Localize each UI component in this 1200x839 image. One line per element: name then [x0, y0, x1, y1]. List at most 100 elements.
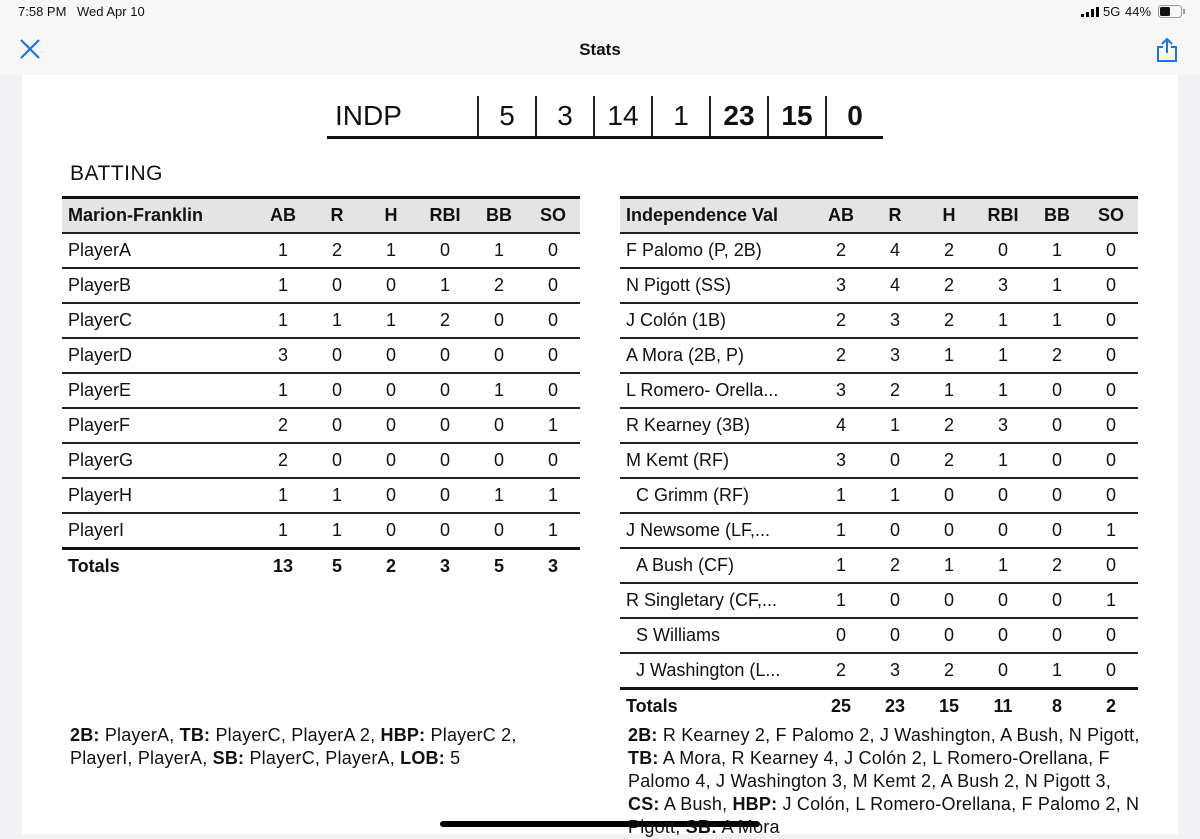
stat-cell: 3	[814, 443, 868, 479]
player-row: R Singletary (CF,... 1 0 0 0 0 1	[620, 583, 1138, 619]
player-row: L Romero- Orella... 3 2 1 1 0 0	[620, 373, 1138, 409]
stat-cell: 0	[1084, 653, 1138, 690]
stat-cell: 2	[814, 233, 868, 269]
stat-cell: 1	[1030, 233, 1084, 269]
player-row: PlayerA 1 2 1 0 1 0	[62, 233, 580, 269]
player-row: F Palomo (P, 2B) 2 4 2 0 1 0	[620, 233, 1138, 269]
stat-cell: 0	[310, 408, 364, 444]
stat-cell: 0	[526, 233, 580, 269]
header-row: Independence Val AB R H RBI BB SO	[620, 197, 1138, 234]
stat-cell: 1	[256, 513, 310, 550]
stat-cell: 3	[814, 373, 868, 409]
home-indicator	[440, 821, 760, 827]
stat-cell: 0	[922, 513, 976, 549]
stat-cell: 0	[1084, 303, 1138, 339]
column-header: R	[310, 197, 364, 234]
player-row: A Bush (CF) 1 2 1 1 2 0	[620, 548, 1138, 584]
stat-cell: 1	[814, 513, 868, 549]
stat-cell: 0	[310, 443, 364, 479]
player-row: C Grimm (RF) 1 1 0 0 0 0	[620, 478, 1138, 514]
stat-cell: 0	[418, 338, 472, 374]
battery-icon	[1158, 5, 1185, 18]
stat-cell: 0	[1030, 618, 1084, 654]
total-cell: 8	[1051, 696, 1062, 716]
player-row: PlayerE 1 0 0 0 1 0	[62, 373, 580, 409]
close-button[interactable]	[19, 38, 41, 60]
stat-cell: 0	[418, 478, 472, 514]
stat-cell: 0	[472, 513, 526, 550]
note-text: J Colón, L Romero-Orellana, F Palomo 2, …	[628, 794, 1140, 837]
stat-cell: 2	[814, 338, 868, 374]
stat-cell: 3	[814, 268, 868, 304]
player-row: M Kemt (RF) 3 0 2 1 0 0	[620, 443, 1138, 479]
player-name: PlayerA	[62, 233, 256, 269]
player-row: PlayerF 2 0 0 0 0 1	[62, 408, 580, 444]
note-label: HBP:	[380, 725, 426, 745]
note-text: A Mora	[721, 817, 780, 837]
column-header: SO	[526, 197, 580, 234]
stat-cell: 2	[1030, 338, 1084, 374]
player-name: L Romero- Orella...	[620, 373, 814, 409]
stat-cell: 1	[1084, 583, 1138, 619]
stat-cell: 4	[868, 268, 922, 304]
stat-cell: 1	[526, 478, 580, 514]
stat-cell: 0	[526, 338, 580, 374]
note-text: PlayerC, PlayerA 2,	[215, 725, 376, 745]
stat-cell: 0	[472, 303, 526, 339]
stat-cell: 1	[418, 268, 472, 304]
total-cell: 15	[938, 696, 960, 716]
note-label: 2B:	[628, 725, 658, 745]
total-cell: 5	[331, 556, 342, 576]
stat-cell: 2	[868, 548, 922, 584]
player-name: PlayerC	[62, 303, 256, 339]
stat-cell: 1	[868, 478, 922, 514]
player-row: J Colón (1B) 2 3 2 1 1 0	[620, 303, 1138, 339]
team: INDP	[327, 96, 479, 139]
stat-cell: 0	[1084, 373, 1138, 409]
stat-cell: 1	[1030, 268, 1084, 304]
player-name: S Williams	[620, 618, 814, 654]
total-cell: 2	[1105, 696, 1116, 716]
stat-cell: 0	[310, 268, 364, 304]
linescore-cell: 14	[594, 96, 653, 139]
section-title: BATTING	[70, 162, 163, 185]
player-name: A Bush (CF)	[620, 548, 814, 584]
column-header: AB	[256, 197, 310, 234]
stat-cell: 1	[310, 303, 364, 339]
totals-label: Totals	[68, 556, 120, 576]
stat-cell: 0	[1030, 373, 1084, 409]
stat-cell: 0	[418, 233, 472, 269]
note-text: A Mora, R Kearney 4, J Colón 2, L Romero…	[628, 748, 1111, 791]
stat-cell: 0	[364, 443, 418, 479]
player-name: C Grimm (RF)	[620, 478, 814, 514]
stat-cell: 1	[364, 233, 418, 269]
stat-cell: 2	[922, 233, 976, 269]
total-cell: 5	[493, 556, 504, 576]
player-name: PlayerE	[62, 373, 256, 409]
stat-cell: 1	[976, 548, 1030, 584]
stat-cell: 0	[1084, 338, 1138, 374]
stat-cell: 0	[1084, 443, 1138, 479]
share-button[interactable]	[1155, 37, 1179, 63]
stat-cell: 2	[418, 303, 472, 339]
stat-cell: 1	[472, 233, 526, 269]
player-row: J Washington (L... 2 3 2 0 1 0	[620, 653, 1138, 690]
player-row: PlayerC 1 1 1 2 0 0	[62, 303, 580, 339]
note-label: SB:	[685, 817, 718, 837]
stat-cell: 1	[472, 478, 526, 514]
player-name: J Colón (1B)	[620, 303, 814, 339]
stat-cell: 0	[814, 618, 868, 654]
column-header: H	[364, 197, 418, 234]
stat-cell: 0	[310, 373, 364, 409]
stat-cell: 2	[256, 408, 310, 444]
stat-cell: 2	[1030, 548, 1084, 584]
total-cell: 13	[272, 556, 294, 576]
linescore-cell: 3	[536, 96, 595, 139]
stat-cell: 2	[922, 268, 976, 304]
stat-cell: 0	[526, 443, 580, 479]
stat-cell: 0	[976, 233, 1030, 269]
stat-cell: 3	[256, 338, 310, 374]
column-header: H	[922, 197, 976, 234]
player-row: PlayerH 1 1 0 0 1 1	[62, 478, 580, 514]
top-bar: 7:58 PM Wed Apr 10 5G 44% Stats	[0, 0, 1200, 75]
